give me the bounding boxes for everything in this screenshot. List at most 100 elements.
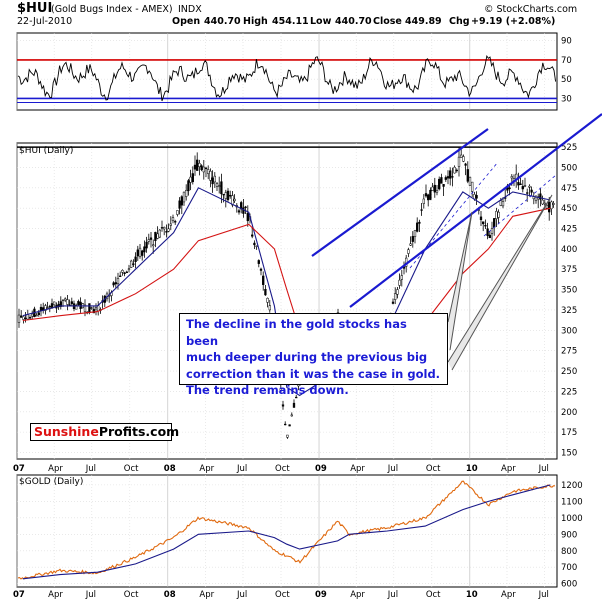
candle-body bbox=[501, 201, 505, 207]
gold-month-label: Apr bbox=[199, 590, 214, 600]
candle-body bbox=[185, 190, 188, 197]
candle-body bbox=[119, 275, 122, 277]
y-tick-label: 500 bbox=[561, 163, 577, 173]
gold-month-label: Apr bbox=[48, 590, 63, 600]
dashed-channel-upper bbox=[409, 161, 499, 269]
y-tick-label: 450 bbox=[561, 204, 577, 214]
source-label: © StockCharts.com bbox=[484, 4, 577, 15]
rsi-panel bbox=[16, 32, 558, 111]
candle-body bbox=[510, 176, 513, 179]
candle-body bbox=[226, 190, 230, 201]
candle-body bbox=[132, 263, 135, 265]
candle-body bbox=[420, 209, 423, 211]
gold-month-label: Jul bbox=[236, 590, 247, 600]
candle-body bbox=[264, 289, 267, 296]
candle-body bbox=[519, 183, 522, 185]
candle-body bbox=[198, 163, 201, 167]
gold-year-label: 08 bbox=[164, 590, 176, 600]
candle-body bbox=[83, 304, 87, 313]
open-label: Open bbox=[172, 16, 200, 27]
candle-body bbox=[88, 303, 91, 313]
candle-body bbox=[279, 388, 282, 391]
candle-body bbox=[70, 301, 73, 304]
candle-body bbox=[244, 206, 247, 208]
candle-body bbox=[497, 211, 500, 218]
candle-body bbox=[202, 166, 205, 173]
candle-body bbox=[193, 164, 197, 170]
x-tick-label: 07 bbox=[13, 464, 25, 474]
candle-body bbox=[422, 198, 425, 204]
x-tick-label: Apr bbox=[350, 464, 365, 474]
candle-body bbox=[237, 210, 241, 213]
candle-body bbox=[121, 269, 124, 273]
date-label: 22-Jul-2010 bbox=[17, 16, 72, 27]
candle-body bbox=[246, 212, 249, 222]
candle-body bbox=[391, 301, 395, 304]
candle-body bbox=[462, 156, 465, 162]
candle-body bbox=[427, 194, 430, 201]
gold-price-line bbox=[17, 480, 555, 580]
candle-body bbox=[53, 301, 56, 306]
sunshine-profits-logo: SunshineProfits.com bbox=[30, 423, 179, 441]
y-tick-label: 425 bbox=[561, 225, 577, 235]
callout-line: much deeper during the previous big bbox=[186, 350, 428, 364]
candle-body bbox=[435, 190, 439, 193]
candle-body bbox=[149, 237, 153, 240]
y-tick-label: 475 bbox=[561, 184, 577, 194]
candle-body bbox=[464, 163, 467, 166]
candle-body bbox=[431, 186, 434, 191]
gold-month-label: Jul bbox=[387, 590, 398, 600]
candle-body bbox=[281, 404, 285, 407]
ohlc-readout: Open 440.70 High 454.11 Low 440.70 Close… bbox=[172, 16, 555, 27]
labels-layer: 07 Apr Jul Oct 08 Apr Jul Oct 09 Apr Jul Oct 10 Apr Ju… bbox=[13, 37, 583, 600]
candle-body bbox=[416, 222, 419, 232]
candle-body bbox=[145, 241, 148, 249]
candle-body bbox=[189, 176, 192, 183]
candle-body bbox=[196, 159, 199, 171]
candle-body bbox=[134, 256, 137, 262]
candle-body bbox=[64, 298, 67, 301]
gold-month-label: Oct bbox=[124, 590, 139, 600]
candle-body bbox=[75, 304, 78, 310]
candle-body bbox=[429, 189, 432, 200]
candle-body bbox=[143, 246, 146, 253]
gold-month-label: Oct bbox=[426, 590, 441, 600]
candle-body bbox=[440, 177, 443, 184]
candle-body bbox=[169, 223, 172, 226]
candle-body bbox=[176, 210, 179, 215]
candle-body bbox=[418, 221, 421, 224]
candle-body bbox=[438, 178, 441, 190]
candle-body bbox=[490, 228, 494, 234]
candle-body bbox=[460, 154, 463, 158]
candle-body bbox=[163, 227, 166, 230]
x-tick-label: Oct bbox=[124, 464, 139, 474]
candle-body bbox=[541, 199, 544, 205]
high-label: High bbox=[243, 16, 268, 27]
candle-body bbox=[174, 221, 177, 223]
open-value: 440.70 bbox=[204, 16, 241, 27]
y-tick-label: 200 bbox=[561, 408, 577, 418]
candle-body bbox=[455, 169, 458, 172]
gold-month-label: Apr bbox=[350, 590, 365, 600]
pointer-right bbox=[447, 194, 553, 371]
candle-body bbox=[471, 181, 474, 192]
candle-body bbox=[449, 170, 452, 179]
candle-body bbox=[182, 191, 186, 203]
candle-body bbox=[59, 301, 62, 307]
dashed-channel-lower bbox=[483, 174, 557, 237]
candle-body bbox=[284, 423, 287, 426]
x-tick-label: Apr bbox=[48, 464, 63, 474]
y-tick-label: 90 bbox=[561, 37, 572, 47]
candle-body bbox=[220, 181, 223, 195]
candle-body bbox=[407, 249, 410, 254]
x-tick-label: Jul bbox=[85, 464, 96, 474]
gold-year-label: 10 bbox=[466, 590, 478, 600]
candle-body bbox=[209, 170, 212, 181]
candle-body bbox=[94, 307, 98, 310]
candle-body bbox=[138, 247, 142, 257]
candle-body bbox=[171, 217, 175, 221]
candle-body bbox=[92, 309, 95, 314]
gold-panel bbox=[16, 474, 558, 588]
logo-text-2: Profits bbox=[98, 424, 146, 439]
